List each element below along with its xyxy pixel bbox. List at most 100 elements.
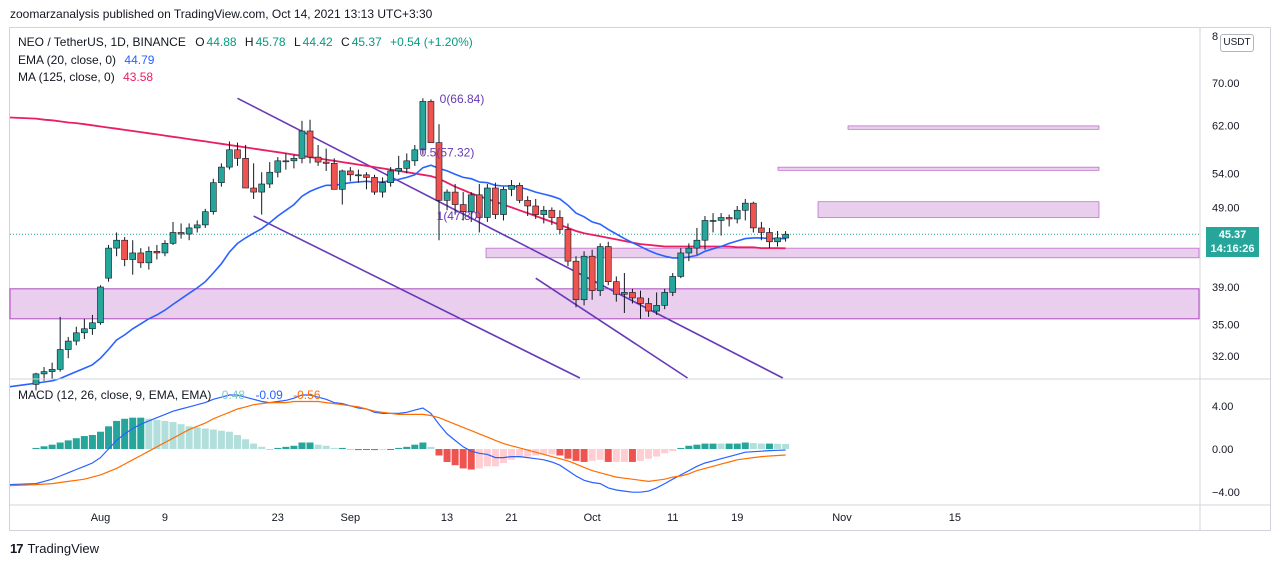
candle[interactable] <box>314 144 322 166</box>
candle[interactable] <box>685 243 693 262</box>
candle[interactable] <box>242 144 249 189</box>
candle[interactable] <box>89 314 96 335</box>
candle[interactable] <box>741 198 749 221</box>
candle-body <box>403 160 411 169</box>
candle[interactable] <box>379 177 386 198</box>
candle[interactable] <box>105 244 112 282</box>
candle[interactable] <box>169 221 177 245</box>
candle[interactable] <box>669 272 677 297</box>
candle[interactable] <box>330 158 338 190</box>
candle[interactable] <box>484 183 491 222</box>
candle[interactable] <box>298 120 306 164</box>
candle[interactable] <box>645 297 652 317</box>
candle[interactable] <box>282 153 290 170</box>
candle[interactable] <box>661 288 668 310</box>
candle[interactable] <box>73 326 80 346</box>
fib-annotations: 0(66.84) 0.5(57.32) 1(47.80) <box>420 92 485 223</box>
candle[interactable] <box>758 221 765 241</box>
candle[interactable] <box>766 227 773 249</box>
candle[interactable] <box>435 124 443 241</box>
candle[interactable] <box>250 163 257 199</box>
candle[interactable] <box>750 201 757 233</box>
candle[interactable] <box>508 180 515 197</box>
candle[interactable] <box>274 157 282 178</box>
candle[interactable] <box>701 216 709 250</box>
candle[interactable] <box>48 362 56 379</box>
candle[interactable] <box>161 240 169 257</box>
candle[interactable] <box>516 182 523 204</box>
candle[interactable] <box>596 243 604 297</box>
candle[interactable] <box>653 292 660 315</box>
candle[interactable] <box>201 208 209 228</box>
candle[interactable] <box>556 210 564 235</box>
candle[interactable] <box>403 153 411 174</box>
candle[interactable] <box>218 163 225 187</box>
candle[interactable] <box>193 220 201 233</box>
candle[interactable] <box>629 288 636 304</box>
candle[interactable] <box>774 230 781 247</box>
candle[interactable] <box>56 316 64 372</box>
ema-value: 44.79 <box>124 53 155 67</box>
candle[interactable] <box>782 231 789 242</box>
candle[interactable] <box>637 290 644 319</box>
candle[interactable] <box>266 162 274 189</box>
candle[interactable] <box>709 213 717 233</box>
candle[interactable] <box>129 240 137 275</box>
candle[interactable] <box>604 241 612 286</box>
candle[interactable] <box>210 178 217 215</box>
candle[interactable] <box>347 167 354 182</box>
candle[interactable] <box>153 244 161 260</box>
candle[interactable] <box>621 272 628 313</box>
candle[interactable] <box>613 276 620 302</box>
candle[interactable] <box>145 246 153 270</box>
candle[interactable] <box>427 99 435 143</box>
candle[interactable] <box>81 318 88 339</box>
candle[interactable] <box>475 183 483 233</box>
candle[interactable] <box>411 144 419 166</box>
candle[interactable] <box>387 167 394 187</box>
currency-selector[interactable]: USDT <box>1220 34 1254 52</box>
candle[interactable] <box>395 155 403 175</box>
candle[interactable] <box>226 141 233 170</box>
candle[interactable] <box>290 154 298 169</box>
candle[interactable] <box>419 98 427 155</box>
candle[interactable] <box>548 207 556 225</box>
candle[interactable] <box>693 227 701 255</box>
candle[interactable] <box>363 172 370 190</box>
candle[interactable] <box>677 248 685 279</box>
candle[interactable] <box>121 237 128 267</box>
candle[interactable] <box>733 205 741 224</box>
candle[interactable] <box>113 232 120 257</box>
candle-body <box>532 205 540 215</box>
candle[interactable] <box>500 186 507 221</box>
candle[interactable] <box>322 148 330 171</box>
candle[interactable] <box>137 248 145 268</box>
candle[interactable] <box>540 205 548 224</box>
candle[interactable] <box>588 249 596 300</box>
candle[interactable] <box>572 256 580 308</box>
candle[interactable] <box>258 172 265 215</box>
candle[interactable] <box>185 223 193 241</box>
candle[interactable] <box>524 196 531 217</box>
candle[interactable] <box>467 192 475 222</box>
candle[interactable] <box>371 174 378 195</box>
candle[interactable] <box>443 189 451 211</box>
candle[interactable] <box>492 182 499 219</box>
candle[interactable] <box>564 223 572 267</box>
candle[interactable] <box>177 223 185 239</box>
candle[interactable] <box>717 213 725 236</box>
candle[interactable] <box>725 214 733 227</box>
candle[interactable] <box>451 183 459 215</box>
candle[interactable] <box>338 169 346 205</box>
candle[interactable] <box>459 192 467 221</box>
candle[interactable] <box>532 198 540 219</box>
tradingview-brand[interactable]: 17 TradingView <box>10 541 99 556</box>
candle[interactable] <box>97 285 104 325</box>
candle-body <box>540 209 548 215</box>
candle[interactable] <box>580 251 588 306</box>
candle[interactable] <box>64 336 72 359</box>
candle[interactable] <box>234 142 241 166</box>
candle[interactable] <box>355 169 362 183</box>
candle[interactable] <box>306 119 314 164</box>
